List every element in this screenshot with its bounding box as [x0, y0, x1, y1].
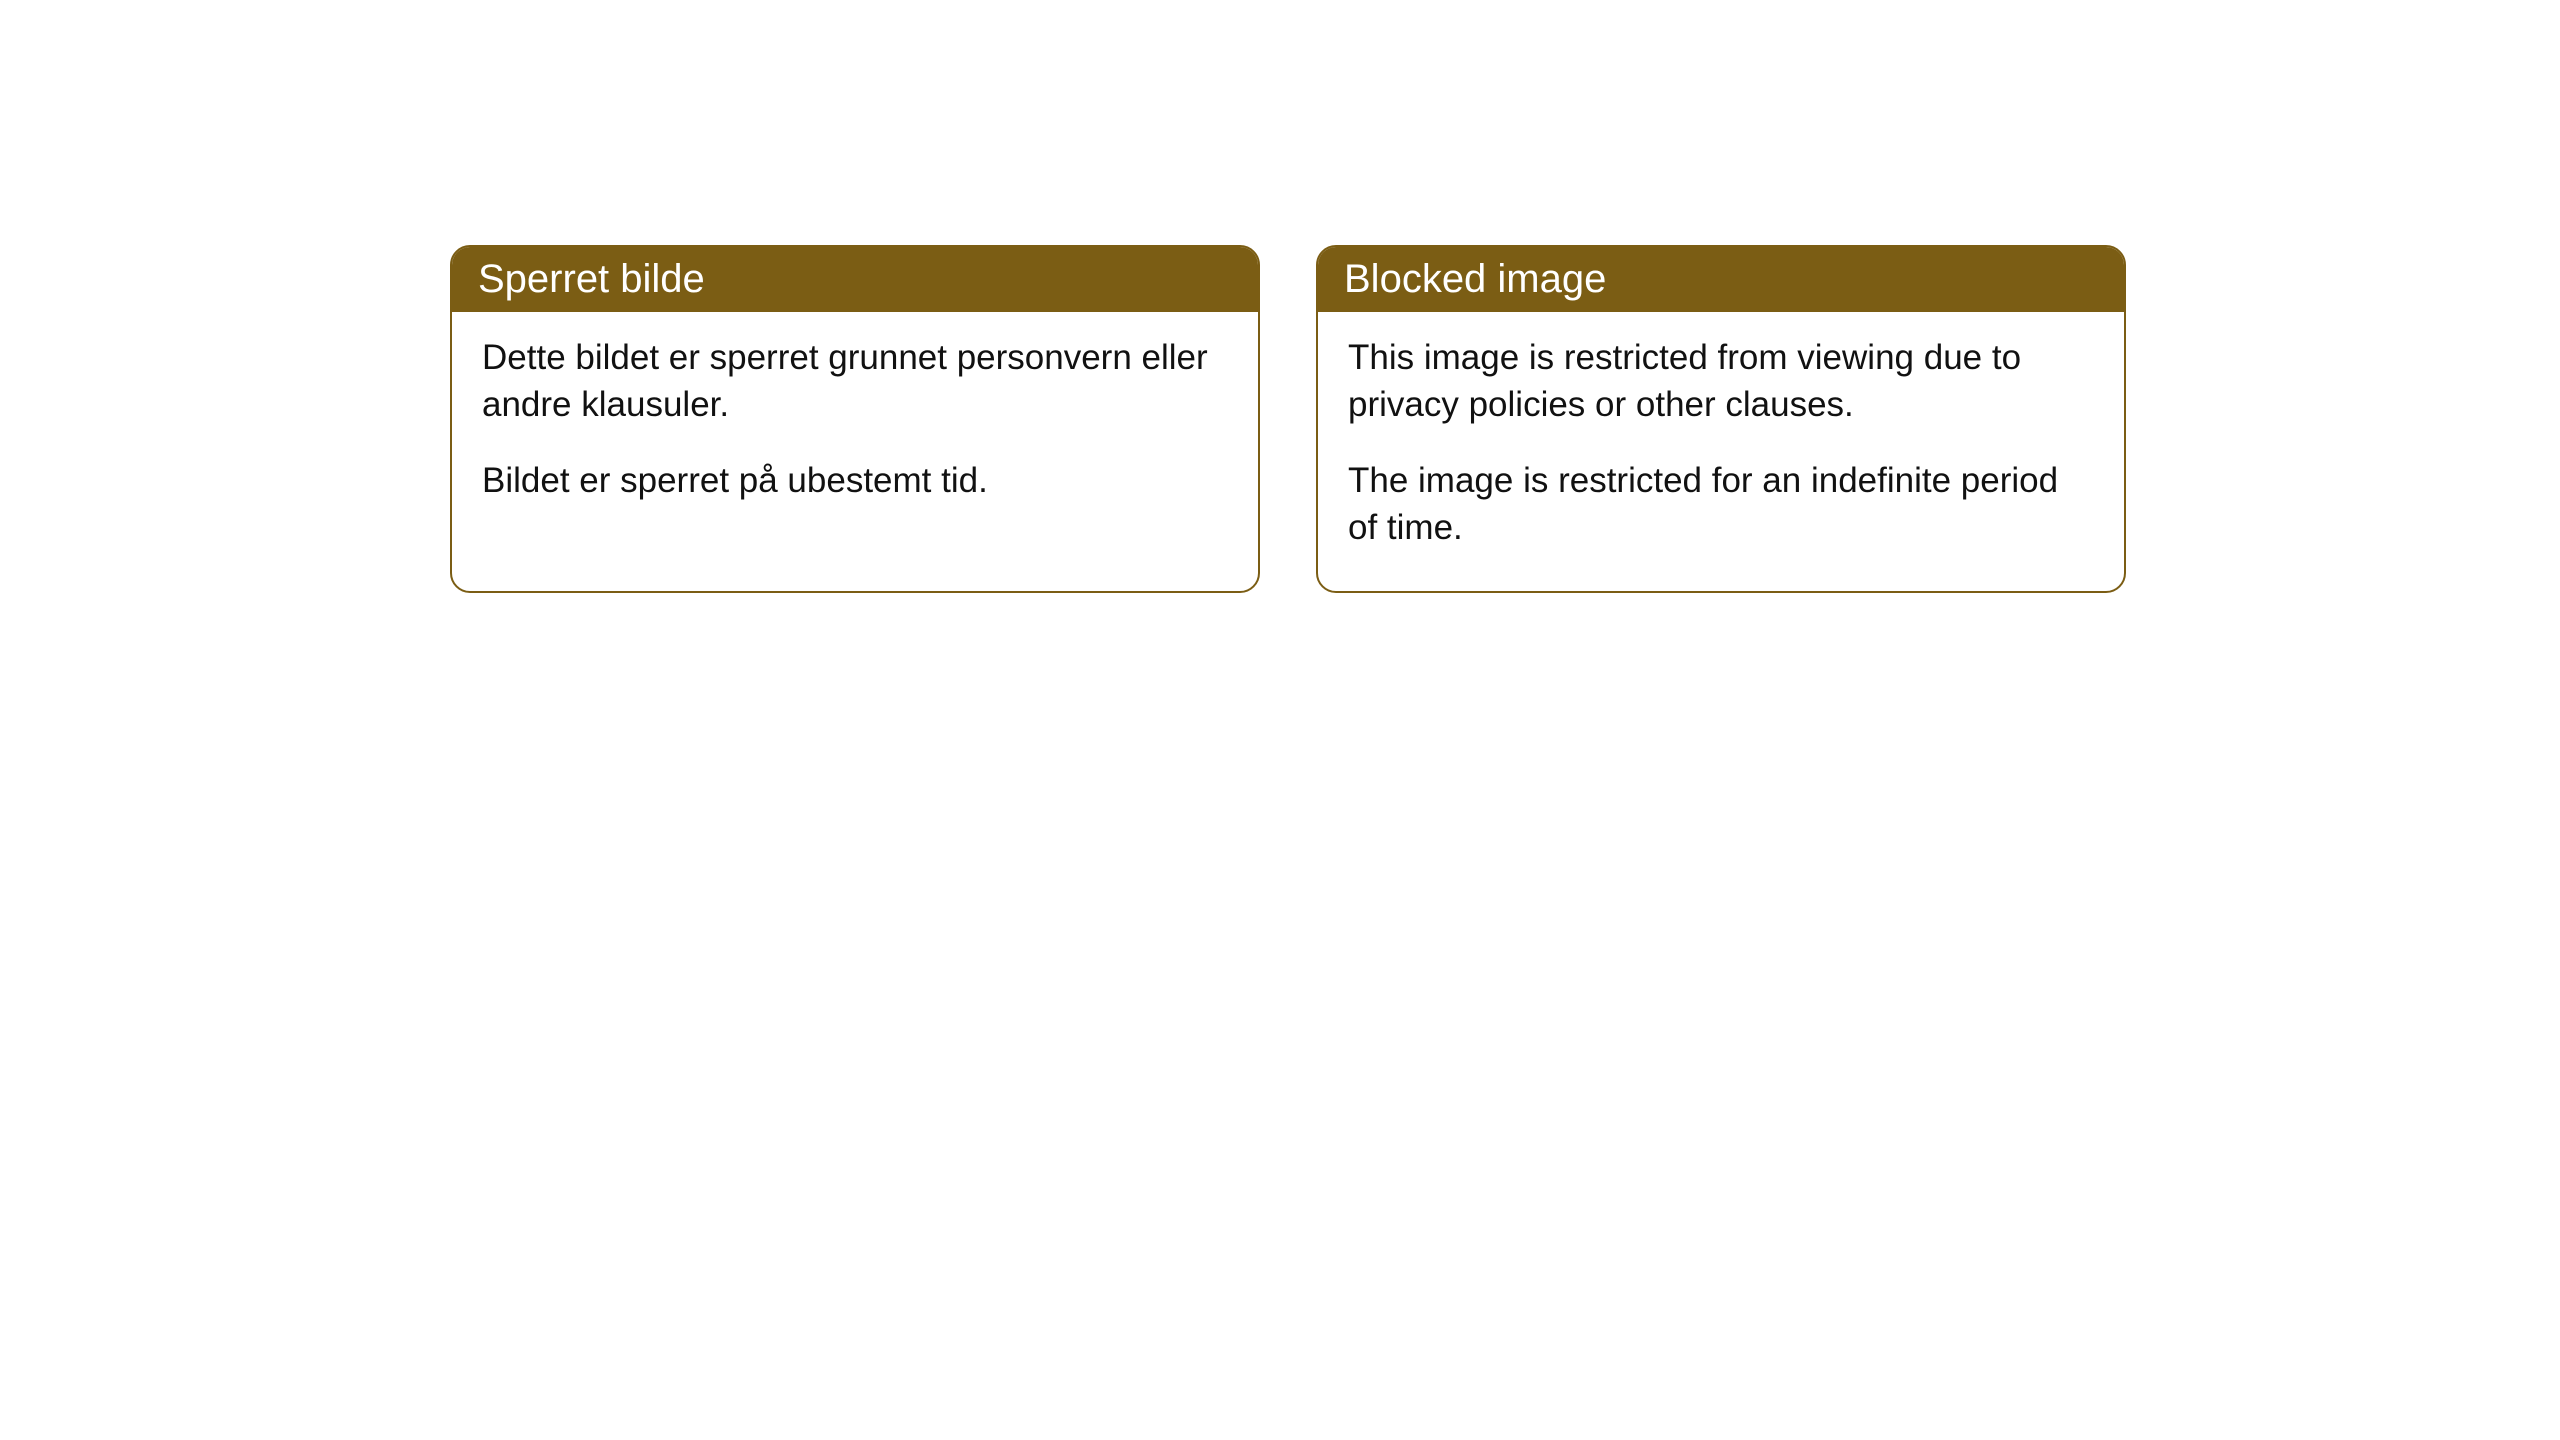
card-header: Blocked image — [1318, 247, 2124, 312]
card-body: This image is restricted from viewing du… — [1318, 312, 2124, 591]
card-body: Dette bildet er sperret grunnet personve… — [452, 312, 1258, 544]
notice-paragraph: This image is restricted from viewing du… — [1348, 334, 2094, 429]
card-header: Sperret bilde — [452, 247, 1258, 312]
notice-card-norwegian: Sperret bilde Dette bildet er sperret gr… — [450, 245, 1260, 593]
notice-cards-container: Sperret bilde Dette bildet er sperret gr… — [450, 245, 2126, 593]
notice-paragraph: Bildet er sperret på ubestemt tid. — [482, 457, 1228, 504]
notice-paragraph: Dette bildet er sperret grunnet personve… — [482, 334, 1228, 429]
notice-paragraph: The image is restricted for an indefinit… — [1348, 457, 2094, 552]
notice-card-english: Blocked image This image is restricted f… — [1316, 245, 2126, 593]
